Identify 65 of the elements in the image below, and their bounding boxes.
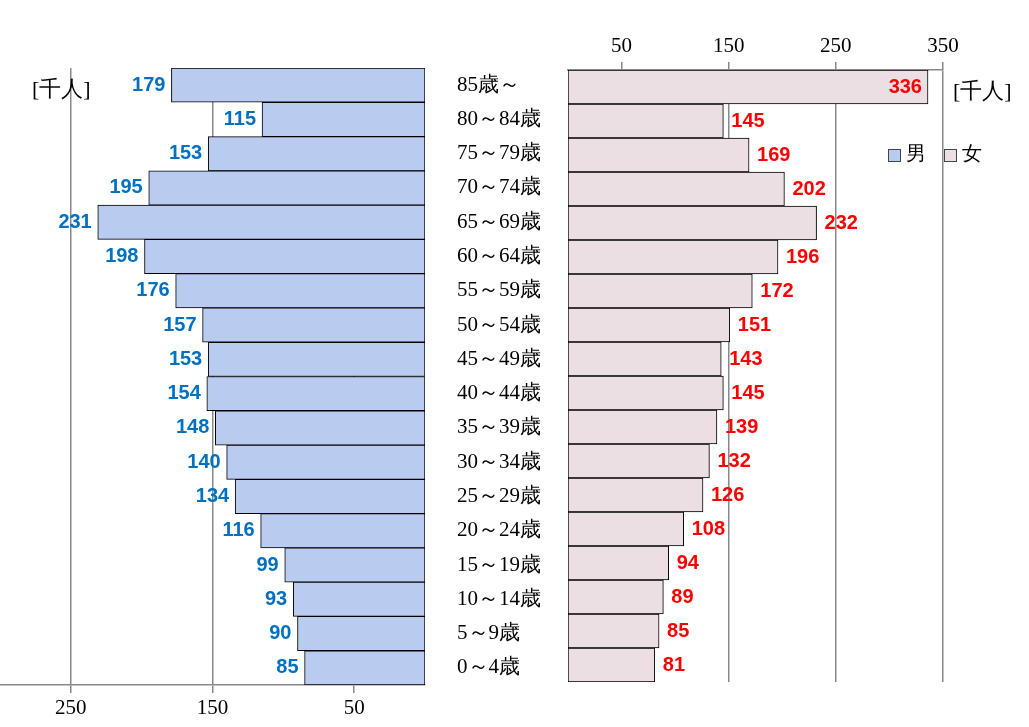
data-label: 231 [58,209,92,232]
data-label: 134 [195,483,231,506]
data-label: 198 [105,244,139,267]
data-label: 116 [222,518,255,541]
x2-tick-label: 50 [611,32,633,57]
data-label: 94 [676,550,700,573]
y-tick-label: 75～79歳 [457,140,541,165]
data-label: 157 [163,312,197,335]
data-label: 151 [737,312,772,335]
data-label: 148 [175,415,210,438]
y-tick-label: 50～54歳 [457,311,541,336]
x-axis-title: [千人] [32,75,91,101]
y-tick-label: 85歳～ [457,71,520,96]
x-tick-label: 150 [196,695,229,720]
data-label: 153 [168,346,203,369]
y-tick-label: 80～84歳 [457,105,541,130]
x-axis-title: [千人] [953,77,1012,103]
y-tick-label: 55～59歳 [457,277,541,302]
y-tick-label: 60～64歳 [457,243,541,268]
data-label: 140 [187,449,221,472]
data-label: 179 [132,72,166,95]
data-label: 85 [276,655,299,678]
data-label: 89 [671,584,694,607]
x-tick-label: 50 [343,695,365,720]
data-label: 176 [136,278,170,301]
data-label: 99 [256,552,279,575]
y-tick-label: 70～74歳 [457,174,541,199]
data-label: 145 [731,380,765,403]
data-label: 132 [717,448,751,471]
y-tick-label: 30～34歳 [457,448,541,473]
y-tick-label: 65～69歳 [457,208,541,233]
y-tick-label: 10～14歳 [457,585,541,610]
y-tick-label: 35～39歳 [457,414,541,439]
data-label: 172 [760,278,794,301]
x2-tick-label: 150 [712,32,745,57]
x-tick-label: 250 [55,695,87,720]
data-label: 81 [662,652,686,675]
data-label: 143 [729,346,763,369]
data-label: 115 [223,106,257,129]
data-label: 336 [888,74,922,97]
data-label: 145 [731,108,765,131]
y-tick-label: 0～4歳 [457,654,520,679]
legend-label: 女 [961,141,982,166]
data-label: 169 [757,142,791,165]
y-tick-label: 20～24歳 [457,517,541,542]
data-label: 139 [724,414,759,437]
legend-label: 男 [905,141,926,166]
data-label: 90 [269,621,292,644]
data-label: 126 [711,482,745,505]
data-label: 108 [691,516,726,539]
y-tick-label: 45～49歳 [457,345,541,370]
data-label: 202 [792,176,826,199]
data-label: 195 [109,175,143,198]
data-label: 154 [167,381,202,404]
data-label: 93 [265,586,288,609]
y-tick-label: 25～29歳 [457,482,541,507]
x2-tick-label: 350 [927,32,959,57]
y-tick-label: 15～19歳 [457,551,541,576]
x2-tick-label: 250 [820,32,852,57]
y-tick-label: 40～44歳 [457,380,541,405]
data-label: 153 [168,141,203,164]
data-label: 85 [667,618,690,641]
data-label: 232 [824,210,858,233]
data-label: 196 [786,244,820,267]
y-tick-label: 5～9歳 [457,620,520,645]
